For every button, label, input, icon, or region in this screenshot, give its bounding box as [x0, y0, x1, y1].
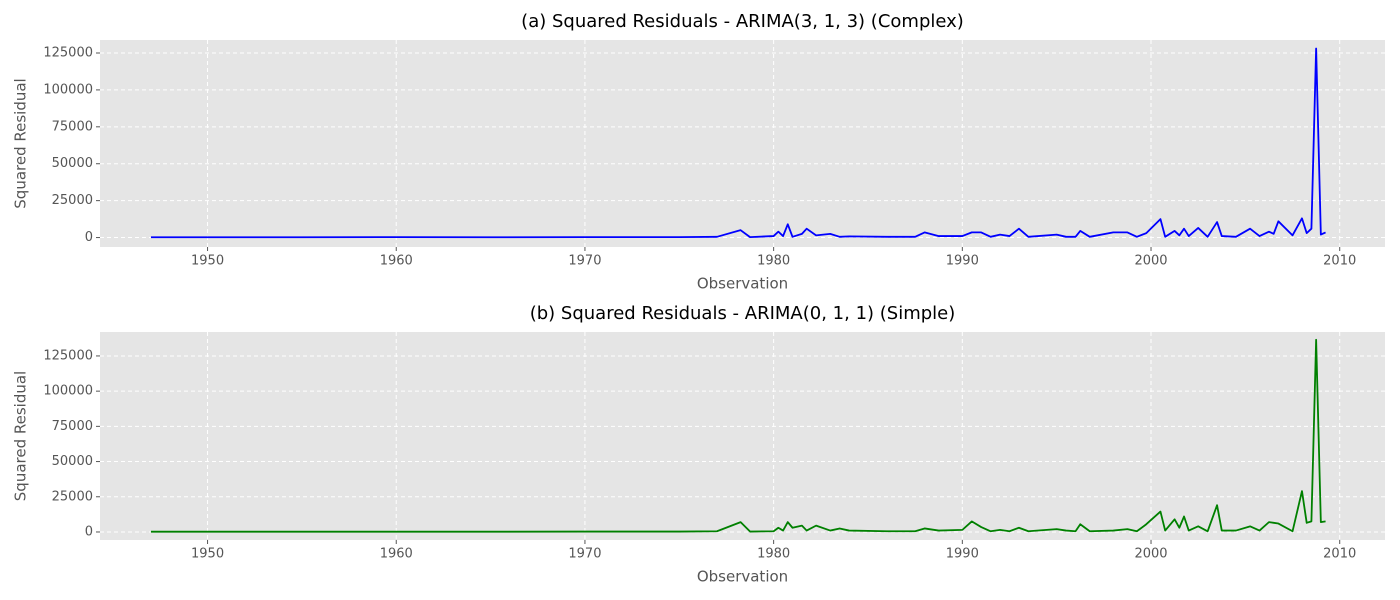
- x-tick-label: 1990: [946, 254, 979, 269]
- y-tick-label: 50000: [52, 454, 93, 469]
- x-tick-label: 1970: [568, 547, 601, 562]
- y-tick-label: 75000: [52, 119, 93, 134]
- y-tick-label: 25000: [52, 489, 93, 504]
- x-tick-label: 1990: [946, 547, 979, 562]
- x-tick-label: 2010: [1323, 254, 1356, 269]
- x-tick-label: 1960: [380, 547, 413, 562]
- y-tick-label: 100000: [43, 384, 93, 399]
- chart-title: (b) Squared Residuals - ARIMA(0, 1, 1) (…: [530, 303, 956, 324]
- x-tick-label: 1960: [380, 254, 413, 269]
- x-tick-label: 2000: [1134, 254, 1167, 269]
- y-tick-label: 125000: [43, 45, 93, 60]
- data-line: [150, 47, 1326, 239]
- x-tick-label: 2010: [1323, 547, 1356, 562]
- y-axis-label: Squared Residual: [12, 78, 30, 208]
- y-tick-label: 125000: [43, 348, 93, 363]
- data-line: [150, 338, 1326, 533]
- plot-area: [100, 40, 1385, 247]
- x-tick-label: 2000: [1134, 547, 1167, 562]
- x-tick-label: 1950: [191, 254, 224, 269]
- y-tick-label: 0: [85, 230, 93, 245]
- x-axis-label: Observation: [697, 568, 788, 586]
- y-tick-label: 25000: [52, 193, 93, 208]
- y-tick-label: 75000: [52, 419, 93, 434]
- chart-title: (a) Squared Residuals - ARIMA(3, 1, 3) (…: [521, 11, 964, 32]
- x-tick-label: 1980: [757, 547, 790, 562]
- y-axis-label: Squared Residual: [12, 371, 30, 501]
- x-axis-label: Observation: [697, 275, 788, 293]
- plot-area: [100, 332, 1385, 540]
- y-tick-label: 0: [85, 524, 93, 539]
- x-tick-label: 1950: [191, 547, 224, 562]
- x-tick-label: 1980: [757, 254, 790, 269]
- x-tick-label: 1970: [568, 254, 601, 269]
- y-tick-label: 50000: [52, 156, 93, 171]
- y-tick-label: 100000: [43, 82, 93, 97]
